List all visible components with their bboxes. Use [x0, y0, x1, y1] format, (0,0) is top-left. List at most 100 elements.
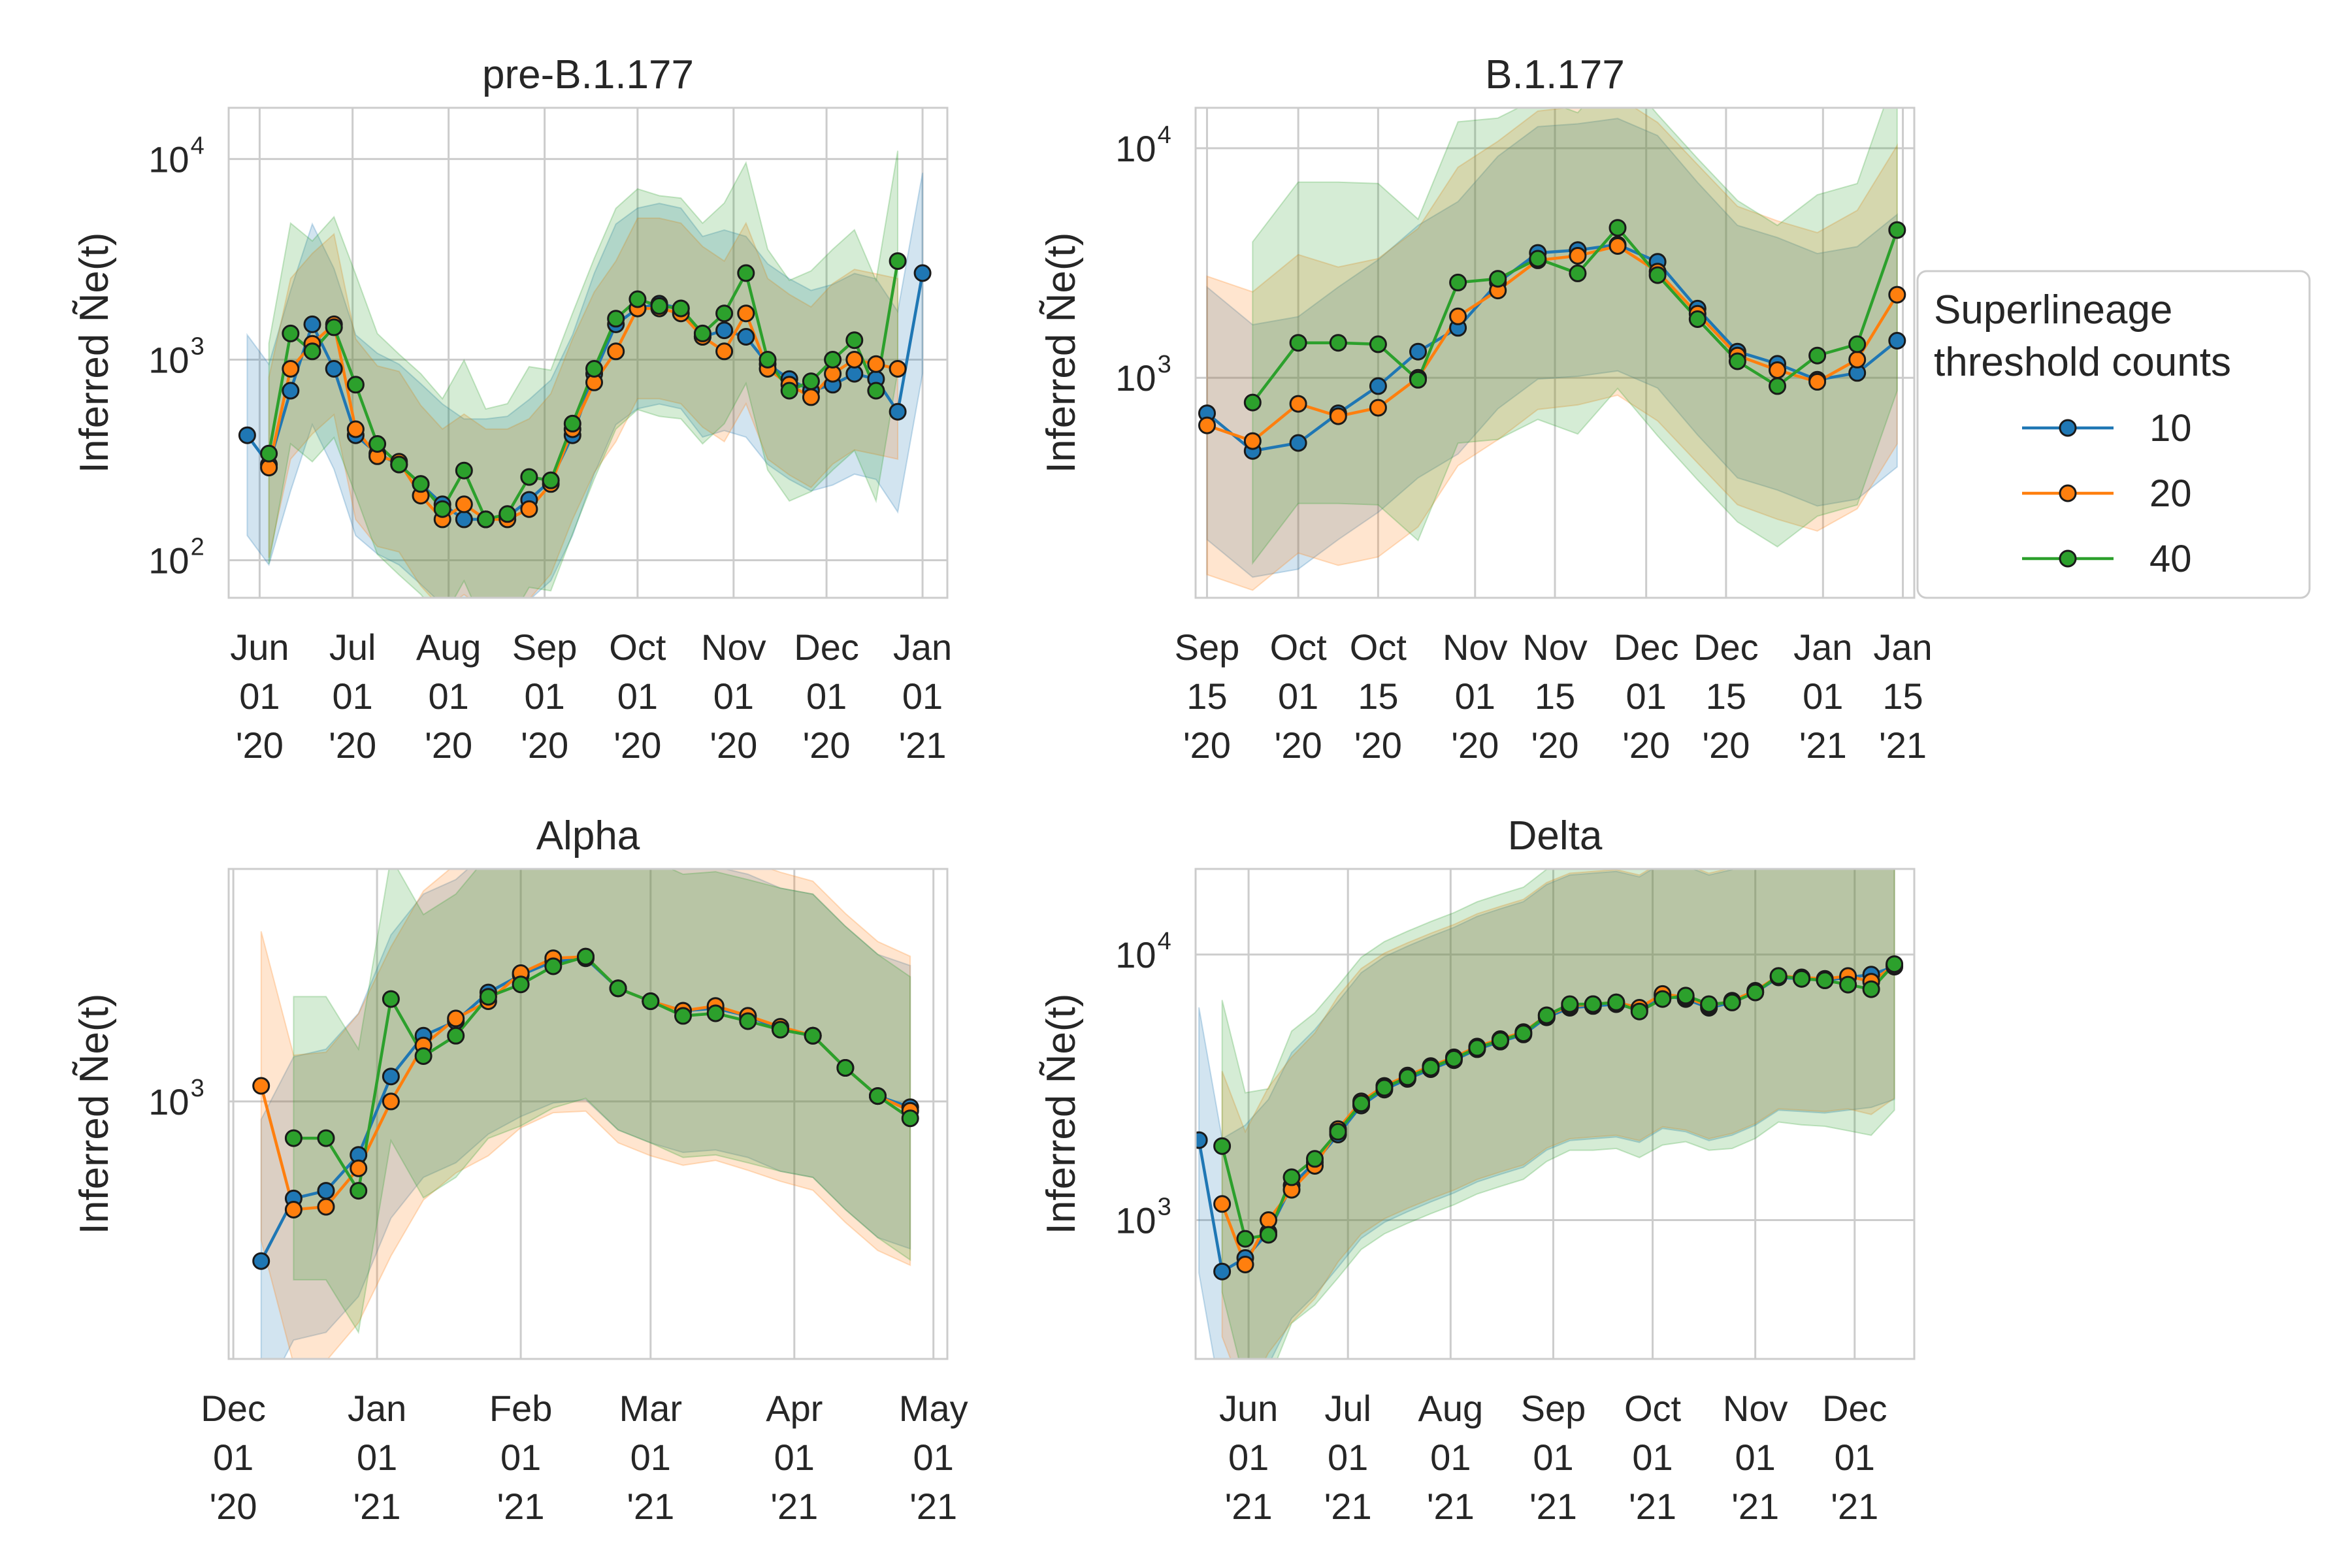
x-tick-label: Feb	[489, 1388, 553, 1429]
data-point-40	[693, 324, 711, 342]
data-point-40	[1862, 980, 1880, 998]
data-point-40	[1289, 334, 1307, 352]
data-point-20	[1243, 432, 1262, 450]
x-tick-label: 01	[500, 1437, 541, 1478]
axes-frame	[1194, 106, 1916, 599]
x-tick-label: '21	[627, 1486, 674, 1527]
data-point-40	[1369, 335, 1387, 353]
x-tick-label: Jan	[348, 1388, 406, 1429]
data-point-20	[1289, 395, 1307, 413]
axes-frame	[227, 106, 949, 599]
x-tick-label: 01	[630, 1437, 671, 1478]
x-tick-label: '20	[1622, 725, 1670, 766]
data-point-40	[350, 1182, 368, 1200]
data-point-40	[1449, 273, 1467, 291]
data-point-40	[1584, 995, 1602, 1013]
panel-title: Delta	[1508, 813, 1603, 858]
x-tick-label: 01	[617, 676, 658, 717]
data-point-10	[889, 402, 907, 421]
x-tick-label: Oct	[1624, 1388, 1682, 1429]
ci-band-10	[260, 869, 911, 1359]
x-tick-label: Dec	[794, 627, 859, 668]
x-tick-label: 15	[1358, 676, 1398, 717]
data-point-20	[447, 1009, 465, 1028]
data-point-40	[512, 975, 530, 994]
legend-label-40: 40	[2149, 538, 2192, 580]
data-point-10	[1289, 434, 1307, 452]
ci-band-40	[1221, 869, 1895, 1359]
ci-band-40	[293, 869, 911, 1335]
data-point-40	[317, 1129, 335, 1147]
data-point-40	[390, 455, 408, 474]
series-layer	[238, 150, 932, 598]
x-tick-label: 15	[1186, 676, 1227, 717]
panel-title: B.1.177	[1485, 52, 1625, 97]
data-point-40	[1609, 219, 1627, 237]
data-point-20	[1260, 1211, 1277, 1229]
data-point-40	[325, 318, 343, 336]
data-point-10	[913, 264, 932, 282]
data-point-40	[1445, 1050, 1463, 1068]
data-point-40	[1648, 266, 1667, 284]
x-tick-label: '21	[1324, 1486, 1372, 1527]
x-tick-label: '21	[353, 1486, 401, 1527]
data-point-40	[1537, 1006, 1556, 1024]
data-point-40	[412, 475, 430, 493]
data-point-20	[317, 1198, 335, 1216]
x-tick-label: 01	[1278, 676, 1318, 717]
x-tick-label: 01	[333, 676, 373, 717]
x-tick-label: 01	[1803, 676, 1843, 717]
data-point-20	[346, 420, 365, 438]
x-tick-label: 15	[1706, 676, 1746, 717]
data-point-10	[1369, 377, 1387, 395]
data-point-40	[1723, 993, 1741, 1011]
data-point-10	[238, 426, 256, 444]
data-point-40	[1422, 1058, 1440, 1077]
x-tick-label: '21	[1799, 725, 1847, 766]
data-point-10	[737, 328, 755, 346]
data-point-10	[382, 1068, 400, 1086]
data-point-40	[1329, 1122, 1347, 1141]
data-point-20	[284, 1201, 302, 1218]
data-point-40	[1213, 1137, 1232, 1155]
data-point-40	[715, 304, 734, 323]
data-point-40	[260, 444, 278, 463]
y-tick-label: 104	[148, 132, 204, 180]
series-layer	[1196, 869, 1904, 1359]
data-point-40	[901, 1109, 919, 1128]
data-point-40	[772, 1021, 789, 1039]
data-point-20	[1808, 372, 1827, 391]
data-point-40	[867, 382, 885, 400]
axes-frame	[227, 868, 949, 1360]
x-tick-label: May	[899, 1388, 968, 1429]
x-tick-label: '20	[803, 725, 851, 766]
legend-title-line1: Superlineage	[1934, 287, 2172, 333]
axes-frame	[1194, 868, 1916, 1360]
data-point-40	[672, 299, 690, 318]
x-tick-label: '21	[770, 1486, 818, 1527]
x-tick-label: '20	[710, 725, 757, 766]
data-point-40	[479, 988, 497, 1006]
x-tick-label: Sep	[1175, 627, 1240, 668]
data-point-40	[544, 957, 563, 975]
data-point-40	[889, 252, 907, 270]
x-tick-label: 01	[213, 1437, 253, 1478]
ci-band-10	[1198, 869, 1895, 1359]
data-point-40	[284, 1129, 302, 1147]
data-point-20	[845, 351, 864, 368]
series-layer	[252, 869, 919, 1359]
data-point-40	[1260, 1226, 1277, 1244]
data-point-40	[447, 1026, 465, 1045]
x-tick-label: Oct	[1350, 627, 1407, 668]
y-axis-label: Inferred Ñe(t)	[1039, 994, 1084, 1235]
legend-marker-40	[2059, 549, 2077, 568]
data-point-20	[715, 342, 734, 361]
data-point-20	[282, 360, 300, 378]
data-point-10	[317, 1182, 335, 1200]
x-tick-label: Mar	[619, 1388, 682, 1429]
data-point-40	[1816, 971, 1834, 989]
y-tick-label: 103	[148, 1075, 204, 1122]
x-tick-label: 01	[239, 676, 280, 717]
data-point-20	[382, 1092, 400, 1111]
